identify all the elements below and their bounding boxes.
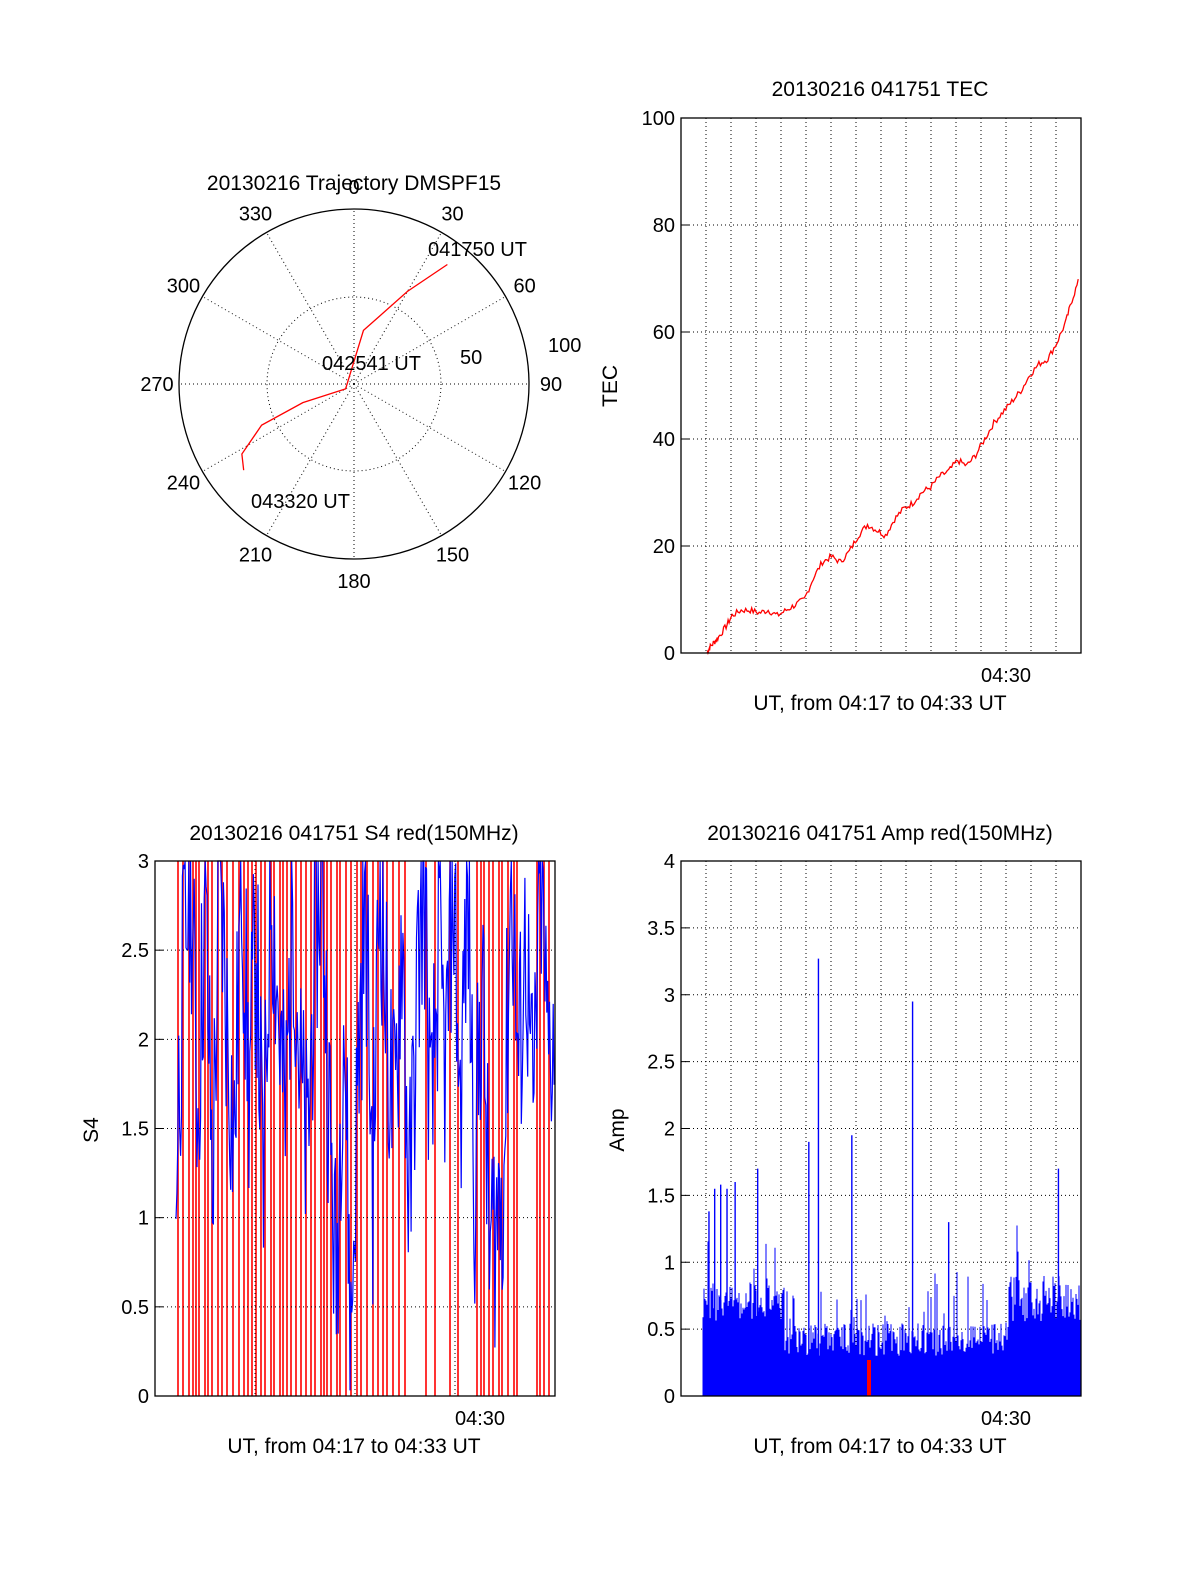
polar-azimuth-label: 30 [441,203,463,225]
polar-azimuth-label: 270 [140,374,173,396]
polar-azimuth-label: 180 [337,571,370,593]
polar-azimuth-label: 60 [513,276,535,298]
tec-ytick-label: 20 [653,536,675,558]
amp-ytick-label: 0.5 [647,1319,675,1341]
polar-radial-label-50: 50 [460,347,482,369]
amp-y-ticks: 0 0.5 1 1.5 2 2.5 3 3.5 4 [647,851,689,1408]
s4-grid [155,861,555,1396]
polar-grid [179,209,529,559]
polar-azimuth-label: 0 [348,177,359,199]
tec-grid [681,118,1081,653]
s4-ytick-label: 1.5 [121,1119,149,1141]
polar-spoke [353,383,506,472]
tec-title: 20130216 041751 TEC [772,78,989,101]
polar-azimuth-label: 240 [167,473,200,495]
tec-ytick-label: 60 [653,322,675,344]
polar-azimuth-label: 300 [167,276,200,298]
tec-x-axis-label: UT, from 04:17 to 04:33 UT [753,692,1006,715]
s4-ytick-label: 0 [138,1386,149,1408]
tec-plot-frame [680,117,1082,654]
polar-azimuth-label: 150 [436,545,469,567]
amp-ytick-label: 3 [664,985,675,1007]
s4-ytick-label: 0.5 [121,1297,149,1319]
tec-y-axis-label: TEC [599,365,622,407]
amp-grid [681,861,1081,1396]
polar-spoke [202,383,355,472]
s4-y-axis-label: S4 [80,1117,103,1143]
tec-x-tick-label: 04:30 [981,665,1031,687]
amp-red-mark [867,1360,871,1396]
polar-radial-label-100: 100 [548,335,581,357]
polar-ring-50 [266,296,442,472]
s4-chart: 20130216 041751 S4 red(150MHz) 0 0.5 1 1.5 2… [80,822,556,1458]
polar-azimuth-label: 330 [239,203,272,225]
amp-ytick-label: 2.5 [647,1052,675,1074]
amp-chart: 20130216 041751 Amp red(150MHz) 0 0.5 1 1.5… [606,822,1082,1458]
tec-ytick-label: 80 [653,215,675,237]
s4-ytick-label: 3 [138,851,149,873]
s4-ytick-label: 1 [138,1208,149,1230]
amp-ytick-label: 1 [664,1252,675,1274]
trajectory-line [241,263,448,471]
trajectory-mid-label: 042541 UT [322,353,421,375]
amp-ytick-label: 4 [664,851,675,873]
s4-y-ticks: 0 0.5 1 1.5 2 2.5 3 [121,851,163,1408]
tec-series-line [706,278,1079,655]
polar-chart: 20130216 Trajectory DMSPF15 0 30 60 90 120 15… [140,172,581,593]
polar-spoke [353,383,442,536]
polar-azimuth-label: 90 [540,374,562,396]
polar-azimuth-labels: 0 30 60 90 120 150 180 210 240 270 300 330 [140,177,562,593]
s4-blue-series-line [175,860,555,1391]
amp-x-tick-label: 04:30 [981,1408,1031,1430]
amp-ytick-label: 2 [664,1119,675,1141]
amp-title: 20130216 041751 Amp red(150MHz) [707,822,1053,845]
s4-ytick-label: 2.5 [121,940,149,962]
amp-ytick-label: 1.5 [647,1185,675,1207]
trajectory-start-label: 041750 UT [428,239,527,261]
polar-outer-circle [178,208,530,560]
polar-azimuth-label: 210 [239,545,272,567]
s4-x-axis-label: UT, from 04:17 to 04:33 UT [227,1435,480,1458]
amp-y-axis-label: Amp [606,1108,629,1151]
s4-title: 20130216 041751 S4 red(150MHz) [189,822,518,845]
amp-blue-bars [702,958,1081,1396]
tec-ytick-label: 40 [653,429,675,451]
amp-ytick-label: 0 [664,1386,675,1408]
tec-y-ticks: 0 20 40 60 80 100 [642,108,689,665]
polar-azimuth-label: 120 [508,473,541,495]
polar-title: 20130216 Trajectory DMSPF15 [207,172,501,195]
trajectory-end-label: 043320 UT [251,491,350,513]
tec-ytick-label: 100 [642,108,675,130]
s4-x-tick-label: 04:30 [455,1408,505,1430]
s4-ytick-label: 2 [138,1029,149,1051]
tec-chart: 20130216 041751 TEC 0 20 40 60 80 100 04:30 U… [599,78,1082,715]
tec-ytick-label: 0 [664,643,675,665]
amp-ytick-label: 3.5 [647,918,675,940]
amp-x-axis-label: UT, from 04:17 to 04:33 UT [753,1435,1006,1458]
